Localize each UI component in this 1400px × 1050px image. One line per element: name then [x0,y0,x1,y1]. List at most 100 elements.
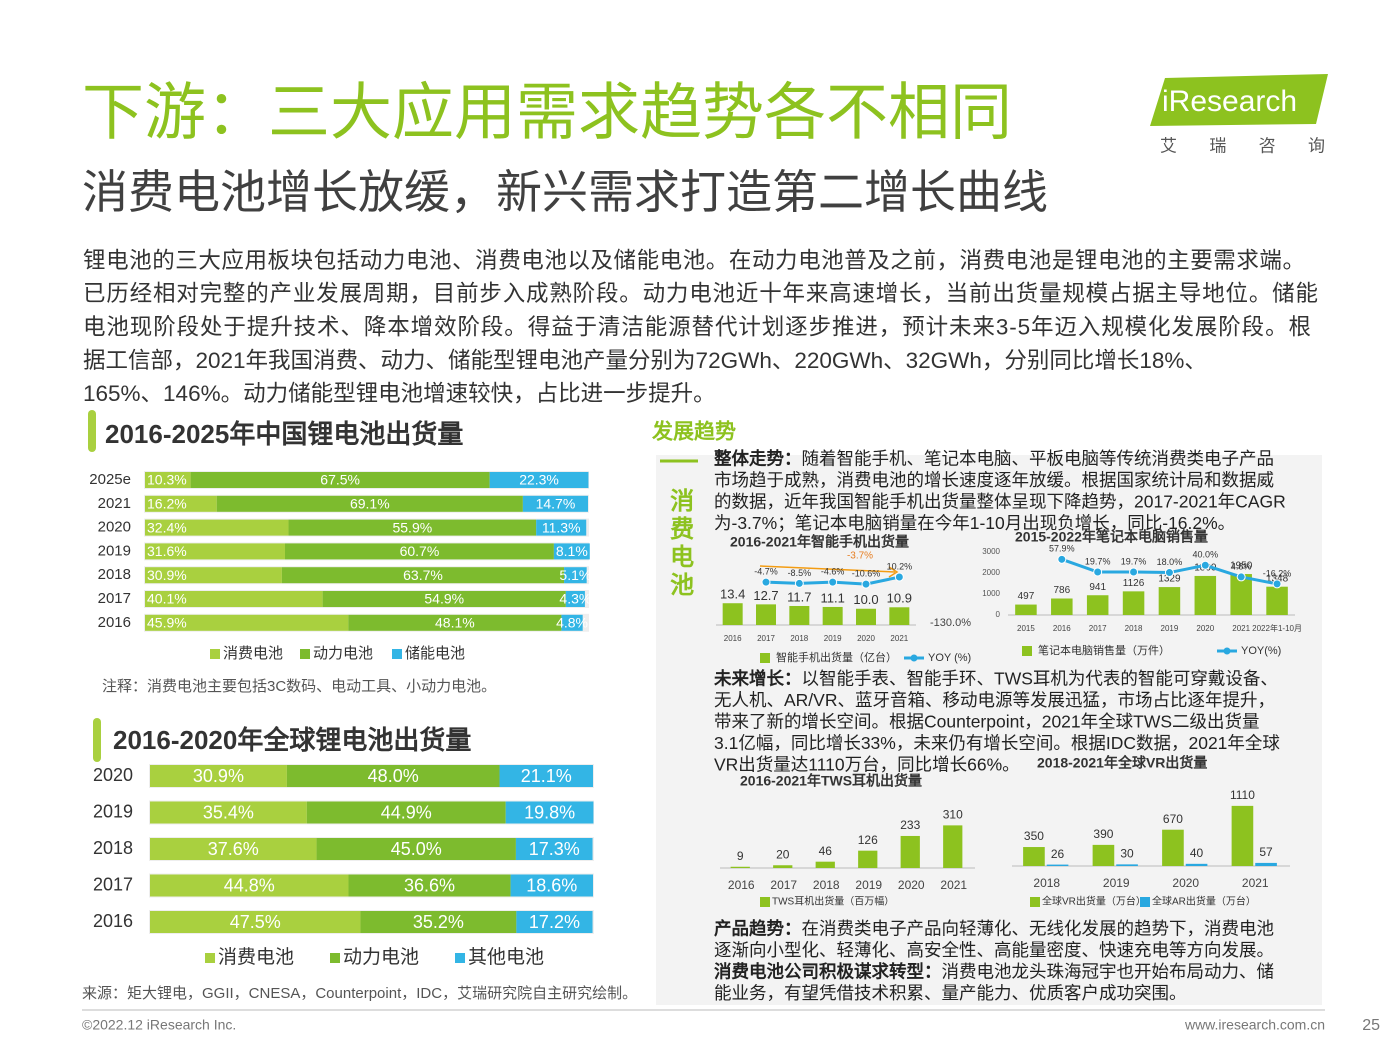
category-label: 2020 [98,519,131,536]
cagr-arrow [759,565,896,573]
bar-label: 45.9% [147,615,187,631]
x-tick-label: 2021 [1242,876,1269,890]
bar-label: 40 [1190,846,1204,860]
section-line: 能业务，有望凭借技术积累、量产能力、优质客户成功突围。 [714,983,1187,1003]
section-line: 消费电池龙头珠海冠宇也开始布局动力、储 [942,962,1275,982]
x-tick-label: 2017 [757,634,775,643]
bar [1086,595,1109,615]
bar-segment [145,519,289,536]
bar [889,607,910,625]
x-tick-label: 2021 [1232,624,1250,633]
bar-label: 5.1% [559,567,591,583]
page-title: 下游：三大应用需求趋势各不相同 [82,78,1012,147]
bar-segment [145,495,217,512]
category-label: 2020 [93,765,133,785]
bar-segment [564,567,587,584]
bar [789,605,810,625]
logo-cn: 艾 瑞 咨 询 [1160,136,1325,155]
bar-segment [150,765,287,787]
legend-swatch [1140,897,1150,907]
bar-label: 35.4% [203,802,254,822]
x-tick-label: 2019 [1161,624,1179,633]
bar [1231,805,1254,866]
legend-swatch [1022,646,1032,656]
y-tick-label: 0 [996,610,1001,619]
bar-label: 4.3% [559,591,591,607]
chart-title: 2016-2025年中国锂电池出货量 [105,419,463,449]
category-label: 2018 [93,838,133,858]
bar-segment [536,519,587,536]
bar [1046,864,1069,866]
point-label: -4.6% [821,566,845,576]
bar-label: 670 [1163,812,1183,826]
legend-label: YOY (%) [928,652,971,664]
panel-heading: 发展趋势 [651,420,736,444]
bar-label: 1950 [1230,561,1253,572]
bar-label: 48.1% [435,615,475,631]
bar-label: 31.6% [147,543,187,559]
bar-label: 8.1% [556,543,588,559]
x-tick-label: 2019 [1103,876,1130,890]
category-label: 2016 [98,614,131,631]
bar-segment [145,614,349,631]
legend-label: 动力电池 [313,645,373,662]
bar-label: 55.9% [392,519,432,535]
line-point [894,572,904,582]
category-label: 2017 [93,874,133,894]
bar [815,861,835,868]
bar-label: 10.9 [887,591,912,606]
point-label: 40.0% [1193,550,1219,560]
legend-label: 消费电池 [218,946,294,968]
section-line: 逐渐向小型化、轻薄化、高安全性、高能量密度、快速充电等方向发展。 [714,940,1274,960]
bar-segment [190,472,490,488]
bar [722,603,743,625]
section-line: 在消费类电子产品向轻薄化、无线化发展的趋势下，消费电池 [802,919,1275,939]
bar-segment [145,543,285,560]
bar-label: 10.0 [853,592,878,607]
bar [1023,847,1045,866]
point-label: 18.0% [1157,557,1183,567]
bar-segment [145,472,191,488]
line-point [861,579,871,589]
bar [822,606,843,625]
legend-label: TWS耳机出货量（百万幅） [772,895,894,908]
bar-label: 47.5% [230,912,281,932]
x-tick-label: 2019 [824,634,842,643]
bar-segment [150,801,307,824]
bar-segment [150,838,317,860]
line-point [1093,567,1103,577]
x-tick-label: 2016 [724,634,742,643]
line-point [1129,567,1139,577]
line-point [1236,572,1246,582]
chart-title: 2018-2021年全球VR出货量 [1037,755,1207,771]
bar-label: 233 [900,818,920,832]
bar-segment [150,874,349,897]
bar-segment [306,801,506,824]
point-label: -8.5% [788,568,812,578]
bar [1051,598,1073,615]
bar-label: 44.8% [224,875,275,895]
section-line: 3.1亿幅，同比增长33%，未来仍有增长空间。根据IDC数据，2021年全球 [714,733,1280,753]
intro-line: 据工信部，2021年我国消费、动力、储能型锂电池产量分别为72GWh、220GW… [83,348,1207,373]
bar-segment [553,543,590,560]
bar-segment [505,801,594,824]
point-label: 57.9% [1049,544,1075,554]
bar-label: 26 [1051,847,1065,861]
bar-label: 10.3% [147,472,187,488]
x-tick-label: 2021 [940,878,967,892]
bar-segment [216,495,523,512]
bar-label: 16.2% [147,496,187,512]
copyright: ©2022.12 iResearch Inc. [82,1017,236,1033]
bar-segment [286,765,500,787]
bar [1230,574,1252,615]
bar-segment [360,911,517,933]
line-point [1272,579,1282,589]
bar-label: 40.1% [147,591,187,607]
legend-label: 其他电池 [468,946,544,968]
bar-label: 45.0% [391,839,442,859]
bar-segment [516,911,593,933]
line-point [828,577,838,587]
panel-side-label: 消费电池 [666,488,694,600]
bar-segment [145,591,323,607]
cagr-arrowhead [888,566,899,578]
